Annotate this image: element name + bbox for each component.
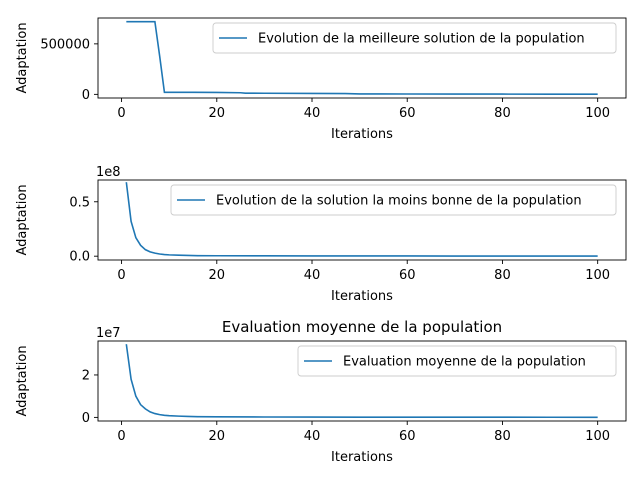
x-tick-label: 0 — [117, 106, 125, 121]
y-axis-label: Adaptation — [15, 22, 30, 93]
x-tick-label: 20 — [209, 106, 226, 121]
x-tick-label: 40 — [304, 106, 321, 121]
y-axis-label: Adaptation — [15, 345, 30, 416]
axes-frame — [97, 179, 627, 261]
legend-box — [170, 184, 617, 216]
y-tick-label: 0.5 — [69, 195, 90, 210]
legend-entry: Evolution de la meilleure solution de la… — [258, 32, 585, 47]
x-axis-label: Iterations — [331, 450, 393, 465]
axes-frame — [97, 17, 627, 99]
x-tick-label: 100 — [585, 106, 610, 121]
series-line-1-1 — [126, 20, 598, 95]
y-tick-label: 0 — [82, 411, 90, 426]
x-tick-label: 60 — [399, 268, 416, 283]
subplot-1: 0 20 40 60 80 100 0 500000 Iterations Adaptation E… — [15, 17, 627, 142]
x-tick-label: 80 — [494, 429, 511, 444]
y-tick-label: 500000 — [40, 37, 90, 52]
x-tick-label: 20 — [209, 429, 226, 444]
x-tick-label: 60 — [399, 106, 416, 121]
subplot-3: 0 20 40 60 80 100 0 2 1e7 Iterations Adaptation Eva… — [15, 318, 627, 465]
x-tick-label: 100 — [585, 429, 610, 444]
y-axis-label: Adaptation — [15, 184, 30, 255]
series-line-3-1 — [125, 344, 598, 419]
x-tick-label: 80 — [494, 268, 511, 283]
legend-entry: Evolution de la solution la moins bonne … — [216, 194, 582, 209]
legend: Evolution de la meilleure solution de la… — [212, 22, 617, 54]
y-tick-label: 0 — [82, 88, 90, 103]
y-tick-label: 2 — [82, 368, 90, 383]
x-tick-label: 60 — [399, 429, 416, 444]
x-tick-label: 0 — [117, 268, 125, 283]
chart-title: Evaluation moyenne de la population — [222, 318, 502, 336]
x-tick-label: 40 — [304, 429, 321, 444]
subplot-2: 0 20 40 60 80 100 0.0 0.5 1e8 Iterations Adaptatio… — [15, 165, 627, 304]
x-axis-label: Iterations — [331, 289, 393, 304]
x-tick-label: 80 — [494, 106, 511, 121]
y-offset-text: 1e7 — [96, 326, 121, 341]
y-tick-label: 0.0 — [69, 250, 90, 265]
x-axis-label: Iterations — [331, 127, 393, 142]
legend-entry: Evaluation moyenne de la population — [343, 355, 586, 370]
legend-box — [212, 22, 617, 54]
series-line-2-1 — [125, 182, 598, 257]
x-tick-label: 20 — [209, 268, 226, 283]
x-tick-label: 100 — [585, 268, 610, 283]
legend: Evaluation moyenne de la population — [297, 345, 617, 377]
legend-box — [297, 345, 617, 377]
legend: Evolution de la solution la moins bonne … — [170, 184, 617, 216]
x-tick-label: 40 — [304, 268, 321, 283]
y-offset-text: 1e8 — [96, 165, 121, 180]
axes-frame — [97, 340, 627, 422]
x-tick-label: 0 — [117, 429, 125, 444]
